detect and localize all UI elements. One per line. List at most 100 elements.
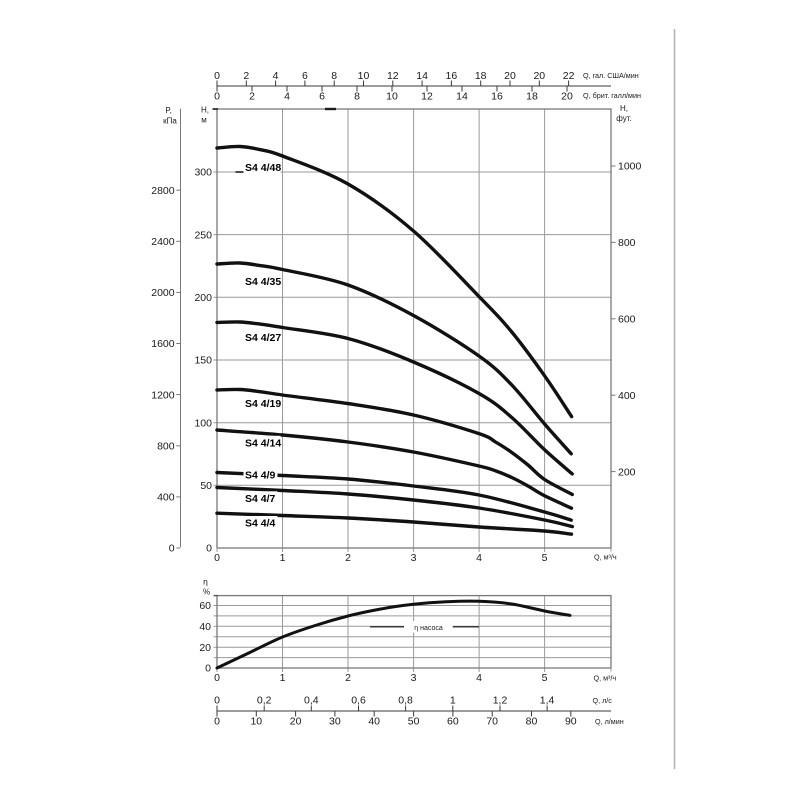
svg-text:400: 400 — [618, 390, 636, 402]
svg-text:800: 800 — [157, 441, 175, 453]
svg-text:фут.: фут. — [616, 114, 632, 123]
svg-text:14: 14 — [416, 70, 428, 82]
svg-text:8: 8 — [354, 90, 360, 102]
svg-text:10: 10 — [386, 90, 398, 102]
svg-text:1000: 1000 — [618, 161, 642, 173]
svg-text:%: % — [203, 587, 210, 596]
svg-text:800: 800 — [618, 237, 636, 249]
svg-text:кПа: кПа — [163, 117, 177, 126]
svg-text:Н,: Н, — [620, 104, 628, 113]
svg-text:90: 90 — [565, 716, 577, 728]
svg-text:400: 400 — [157, 492, 175, 504]
svg-text:0: 0 — [214, 695, 220, 707]
svg-text:0: 0 — [214, 90, 220, 102]
svg-text:10: 10 — [250, 716, 262, 728]
svg-text:4: 4 — [476, 672, 482, 684]
svg-text:S4 4/9: S4 4/9 — [245, 469, 276, 481]
svg-text:S4 4/7: S4 4/7 — [245, 493, 276, 505]
svg-text:60: 60 — [199, 600, 211, 612]
svg-text:Q, гал. США/мин: Q, гал. США/мин — [583, 71, 639, 80]
svg-text:1: 1 — [280, 552, 286, 564]
svg-text:60: 60 — [447, 716, 459, 728]
svg-text:1,4: 1,4 — [540, 695, 555, 707]
svg-text:2400: 2400 — [151, 236, 175, 248]
svg-text:150: 150 — [194, 355, 212, 367]
svg-text:S4 4/14: S4 4/14 — [245, 438, 281, 450]
svg-text:50: 50 — [200, 480, 212, 492]
svg-text:12: 12 — [421, 90, 433, 102]
svg-text:250: 250 — [194, 229, 212, 241]
svg-text:300: 300 — [194, 167, 212, 179]
svg-text:2800: 2800 — [151, 185, 175, 197]
svg-text:5: 5 — [542, 672, 548, 684]
svg-text:Н,: Н, — [201, 106, 209, 115]
svg-text:Q, л/мин: Q, л/мин — [595, 717, 624, 726]
svg-text:12: 12 — [387, 70, 399, 82]
svg-text:1: 1 — [280, 672, 286, 684]
svg-text:20: 20 — [504, 70, 516, 82]
svg-text:S4 4/27: S4 4/27 — [245, 332, 281, 344]
svg-text:50: 50 — [408, 716, 420, 728]
svg-text:1200: 1200 — [151, 389, 175, 401]
svg-text:0,6: 0,6 — [351, 695, 366, 707]
svg-text:2: 2 — [243, 70, 249, 82]
svg-text:S4 4/4: S4 4/4 — [245, 518, 276, 530]
svg-text:2: 2 — [345, 672, 351, 684]
svg-text:2000: 2000 — [151, 287, 175, 299]
svg-text:S4 4/35: S4 4/35 — [245, 276, 281, 288]
svg-text:200: 200 — [618, 466, 636, 478]
svg-text:6: 6 — [302, 70, 308, 82]
svg-text:P,: P, — [165, 106, 172, 115]
svg-text:м: м — [201, 116, 207, 125]
svg-text:Q, м³/ч: Q, м³/ч — [594, 552, 617, 561]
svg-text:0: 0 — [169, 543, 175, 555]
svg-text:20: 20 — [290, 716, 302, 728]
svg-text:0: 0 — [214, 716, 220, 728]
svg-text:0,4: 0,4 — [304, 695, 319, 707]
svg-text:5: 5 — [542, 552, 548, 564]
svg-text:14: 14 — [456, 90, 468, 102]
svg-text:22: 22 — [563, 70, 575, 82]
svg-text:0: 0 — [214, 552, 220, 564]
svg-text:Q, брит. галл/мин: Q, брит. галл/мин — [583, 91, 641, 100]
svg-text:2: 2 — [249, 90, 255, 102]
svg-text:20: 20 — [561, 90, 573, 102]
svg-text:0: 0 — [205, 663, 211, 675]
svg-text:16: 16 — [491, 90, 503, 102]
svg-text:1600: 1600 — [151, 338, 175, 350]
svg-text:1: 1 — [450, 695, 456, 707]
svg-text:η насоса: η насоса — [414, 625, 443, 632]
svg-text:4: 4 — [476, 552, 482, 564]
svg-text:40: 40 — [368, 716, 380, 728]
svg-text:600: 600 — [618, 314, 636, 326]
svg-text:70: 70 — [486, 716, 498, 728]
svg-text:0,8: 0,8 — [398, 695, 413, 707]
svg-text:Q, м³/ч: Q, м³/ч — [594, 674, 617, 683]
svg-text:η: η — [203, 577, 208, 587]
svg-text:0,2: 0,2 — [257, 695, 272, 707]
svg-text:18: 18 — [526, 90, 538, 102]
svg-text:16: 16 — [446, 70, 458, 82]
svg-text:0: 0 — [214, 70, 220, 82]
svg-text:S4 4/48: S4 4/48 — [245, 162, 281, 174]
svg-text:8: 8 — [331, 70, 337, 82]
svg-text:20: 20 — [199, 642, 211, 654]
svg-text:0: 0 — [206, 543, 212, 555]
svg-text:Q, л/с: Q, л/с — [593, 696, 613, 705]
svg-text:18: 18 — [475, 70, 487, 82]
svg-text:1,2: 1,2 — [493, 695, 508, 707]
svg-text:3: 3 — [411, 552, 417, 564]
svg-text:200: 200 — [194, 292, 212, 304]
svg-text:10: 10 — [358, 70, 370, 82]
svg-text:4: 4 — [273, 70, 279, 82]
svg-text:40: 40 — [199, 621, 211, 633]
svg-text:20: 20 — [533, 70, 545, 82]
svg-text:4: 4 — [284, 90, 290, 102]
svg-text:100: 100 — [194, 417, 212, 429]
svg-text:S4 4/19: S4 4/19 — [245, 398, 281, 410]
svg-text:2: 2 — [345, 552, 351, 564]
svg-text:3: 3 — [411, 672, 417, 684]
svg-text:80: 80 — [526, 716, 538, 728]
svg-text:0: 0 — [214, 672, 220, 684]
svg-text:6: 6 — [319, 90, 325, 102]
